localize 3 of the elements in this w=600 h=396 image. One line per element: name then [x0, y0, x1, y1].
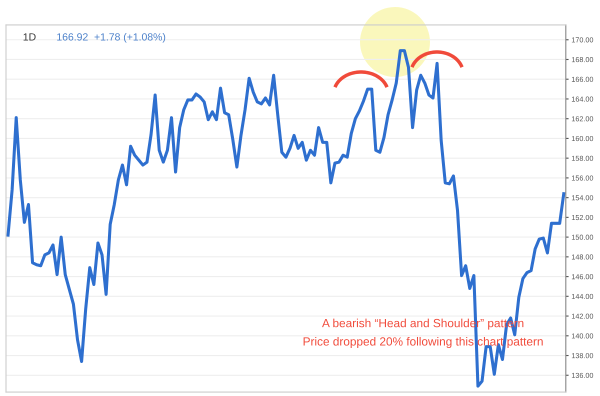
annotation: 166.92 +1.78 (+1.08%) [57, 32, 166, 43]
line-series [6, 49, 566, 388]
annotation: 1D [24, 33, 36, 40]
